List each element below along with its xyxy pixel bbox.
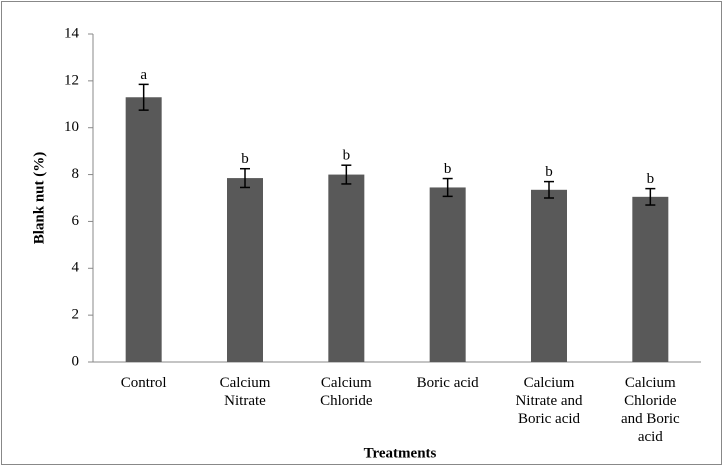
x-tick-label: Calcium Nitrate and Boric acid — [515, 375, 583, 427]
x-tick-label: Calcium Nitrate — [219, 375, 271, 409]
x-tick-label: Calcium Chloride and Boric acid — [620, 375, 680, 445]
bar — [531, 189, 567, 362]
y-tick-label: 8 — [72, 166, 80, 182]
bar — [227, 178, 263, 362]
x-axis-title: Treatments — [364, 445, 437, 461]
bar — [125, 97, 162, 362]
bar — [429, 187, 466, 362]
y-tick-label: 12 — [64, 72, 79, 88]
y-tick-label: 6 — [72, 213, 80, 229]
annotation: b — [444, 161, 452, 177]
bar — [632, 196, 669, 362]
annotation: b — [647, 171, 655, 187]
y-tick-label: 4 — [72, 260, 80, 276]
annotation: b — [241, 151, 249, 167]
y-tick-label: 10 — [64, 119, 79, 135]
annotation: b — [545, 164, 553, 180]
y-tick-label: 14 — [64, 25, 80, 41]
x-tick-label: Control — [120, 375, 167, 391]
x-tick-label: Calcium Chloride — [320, 375, 373, 409]
y-tick-label: 0 — [72, 353, 80, 369]
annotation: a — [140, 67, 147, 83]
y-tick-label: 2 — [72, 307, 80, 323]
y-axis-title: Blank nut (%) — [31, 152, 47, 245]
x-tick-label: Boric acid — [416, 375, 479, 391]
bar — [328, 174, 365, 362]
annotation: b — [343, 148, 351, 164]
